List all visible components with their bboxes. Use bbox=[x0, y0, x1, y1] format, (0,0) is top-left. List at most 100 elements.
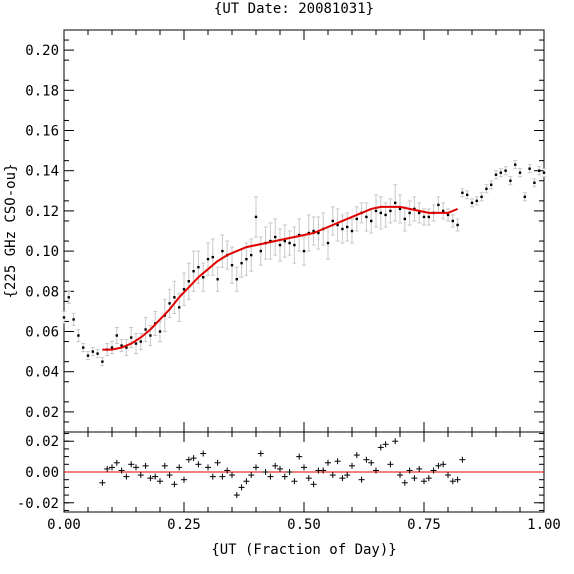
data-point bbox=[456, 223, 459, 227]
data-point bbox=[278, 243, 282, 247]
residual-point bbox=[358, 476, 365, 483]
residual-point bbox=[185, 456, 192, 463]
data-point bbox=[82, 346, 85, 349]
residual-point bbox=[387, 461, 394, 468]
residual-point bbox=[137, 472, 144, 479]
residual-point bbox=[128, 461, 135, 468]
data-point bbox=[91, 350, 94, 353]
data-point bbox=[130, 336, 133, 339]
residual-point bbox=[363, 456, 370, 463]
data-point bbox=[350, 229, 354, 233]
data-point bbox=[451, 219, 454, 223]
data-point bbox=[206, 257, 210, 261]
data-point bbox=[499, 171, 502, 174]
data-point bbox=[86, 354, 90, 357]
residual-point bbox=[281, 473, 288, 480]
data-point bbox=[355, 217, 358, 221]
residual-point bbox=[104, 465, 111, 472]
residual-point bbox=[344, 472, 351, 479]
residual-point bbox=[214, 459, 221, 466]
data-point bbox=[235, 278, 238, 281]
residual-point bbox=[406, 467, 413, 474]
y-tick-label: 0.02 bbox=[25, 405, 59, 421]
residual-point bbox=[267, 473, 274, 480]
residual-point bbox=[233, 492, 240, 499]
residual-point bbox=[291, 478, 298, 485]
residual-point bbox=[416, 465, 423, 472]
residual-point bbox=[373, 467, 379, 474]
data-point bbox=[490, 183, 493, 186]
y-axis-label: {225 GHz CSO-ou} bbox=[3, 164, 19, 299]
data-point bbox=[72, 318, 75, 321]
data-point bbox=[365, 215, 368, 219]
data-point bbox=[461, 191, 464, 195]
residual-point bbox=[425, 475, 432, 482]
y-tick-label: 0.10 bbox=[25, 244, 59, 260]
residual-point bbox=[161, 462, 168, 469]
data-point bbox=[485, 187, 488, 190]
residual-point bbox=[171, 481, 178, 488]
residual-point bbox=[142, 462, 149, 469]
residual-point bbox=[421, 478, 427, 485]
data-point bbox=[514, 163, 517, 166]
y-tick-label: 0.00 bbox=[25, 465, 59, 481]
residual-point bbox=[392, 438, 399, 445]
data-point bbox=[384, 213, 387, 217]
data-point bbox=[144, 328, 147, 331]
data-point bbox=[110, 346, 114, 349]
data-point bbox=[480, 195, 483, 199]
residual-point bbox=[109, 464, 115, 471]
residual-point bbox=[334, 458, 341, 465]
residual-point bbox=[253, 464, 259, 471]
data-point bbox=[240, 261, 243, 265]
data-point bbox=[422, 215, 426, 219]
data-point bbox=[259, 249, 262, 253]
residual-point bbox=[296, 453, 303, 460]
data-point bbox=[101, 360, 104, 363]
residual-point bbox=[262, 469, 269, 475]
data-point bbox=[173, 296, 176, 299]
residual-point bbox=[195, 461, 202, 468]
y-tick-label: 0.18 bbox=[25, 83, 59, 99]
main-plot-panel: 0.02 0.04 0.06 0.08 0.10 0.12 0.14 0.16 0.18 0.20 bbox=[25, 29, 546, 433]
residual-point bbox=[243, 478, 250, 485]
data-point bbox=[408, 211, 411, 215]
data-point bbox=[302, 249, 306, 253]
data-point bbox=[403, 217, 406, 221]
residual-point bbox=[152, 473, 159, 480]
residual-point bbox=[113, 459, 120, 466]
residual-plot-panel: 0.00 0.25 0.50 0.75 1.00 0.02 0.00 -0.02 bbox=[17, 431, 561, 533]
residual-point bbox=[449, 478, 456, 485]
data-point bbox=[120, 344, 123, 347]
data-point bbox=[245, 257, 248, 261]
data-point bbox=[115, 334, 118, 337]
residual-point bbox=[118, 467, 125, 474]
data-point bbox=[427, 215, 430, 219]
data-point bbox=[187, 280, 190, 283]
y-tick-label: 0.06 bbox=[25, 325, 59, 341]
residual-point bbox=[147, 475, 154, 482]
data-point bbox=[523, 195, 526, 199]
y-tick-label: 0.12 bbox=[25, 204, 59, 220]
data-point bbox=[202, 276, 205, 279]
residual-point bbox=[176, 464, 183, 471]
data-point bbox=[250, 253, 253, 257]
data-point bbox=[326, 241, 330, 245]
residual-point bbox=[353, 452, 360, 459]
residual-point bbox=[248, 472, 255, 479]
residual-point bbox=[401, 479, 408, 486]
data-point bbox=[341, 227, 344, 231]
data-point bbox=[446, 213, 450, 217]
data-point bbox=[197, 265, 200, 269]
data-point bbox=[509, 179, 512, 182]
residual-point bbox=[325, 459, 331, 466]
data-point bbox=[178, 306, 181, 309]
data-point bbox=[346, 225, 349, 229]
data-point bbox=[283, 239, 286, 243]
data-point bbox=[182, 288, 186, 291]
residual-point bbox=[257, 450, 264, 457]
data-point bbox=[533, 181, 536, 184]
residual-point bbox=[339, 475, 346, 482]
x-tick-label: 1.00 bbox=[527, 517, 561, 533]
